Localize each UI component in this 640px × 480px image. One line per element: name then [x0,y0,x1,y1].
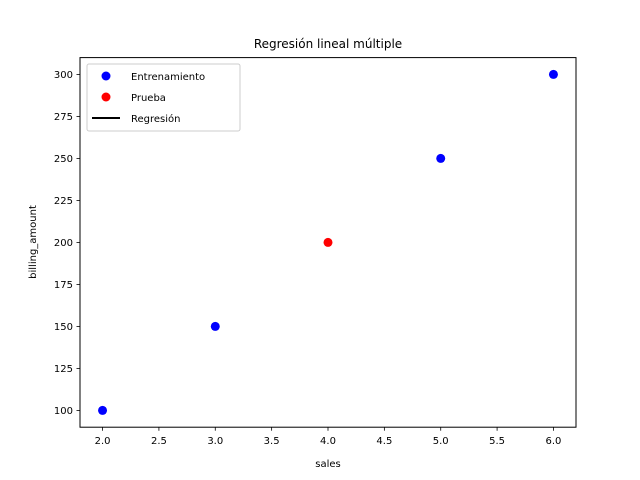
y-tick-label: 125 [54,364,73,375]
y-tick-label: 225 [54,196,73,207]
data-point [548,69,558,79]
data-point [436,153,446,163]
legend-label: Regresión [131,113,181,125]
x-axis: 2.0 2.5 3.0 3.5 4.0 4.5 5.0 5.5 6.0 [95,427,562,447]
data-point [98,405,108,415]
y-axis: 100 125 150 175 200 225 250 275 300 [54,70,80,417]
x-tick-label: 4.0 [320,436,336,447]
x-tick-label: 4.5 [376,436,392,447]
data-point [210,321,220,331]
y-tick-label: 200 [54,238,73,249]
x-tick-label: 2.5 [151,436,167,447]
chart-title: Regresión lineal múltiple [254,37,402,51]
legend-label: Entrenamiento [131,72,205,83]
data-point [323,237,333,247]
x-tick-label: 3.5 [264,436,280,447]
legend-label: Prueba [131,93,166,104]
x-tick-label: 3.0 [207,436,223,447]
legend-marker-icon [101,92,111,102]
y-tick-label: 250 [54,154,73,165]
y-tick-label: 300 [54,70,73,81]
x-tick-label: 2.0 [95,436,111,447]
y-axis-label: billing_amount [28,205,39,279]
x-axis-label: sales [315,459,340,470]
x-tick-label: 6.0 [546,436,562,447]
x-tick-label: 5.5 [489,436,505,447]
y-tick-label: 175 [54,280,73,291]
legend: Entrenamiento Prueba Regresión [86,63,241,132]
y-tick-label: 275 [54,112,73,123]
data-points [98,69,558,415]
y-tick-label: 100 [54,406,73,417]
legend-box [86,63,241,132]
legend-marker-icon [101,71,111,81]
y-tick-label: 150 [54,322,73,333]
x-tick-label: 5.0 [433,436,449,447]
